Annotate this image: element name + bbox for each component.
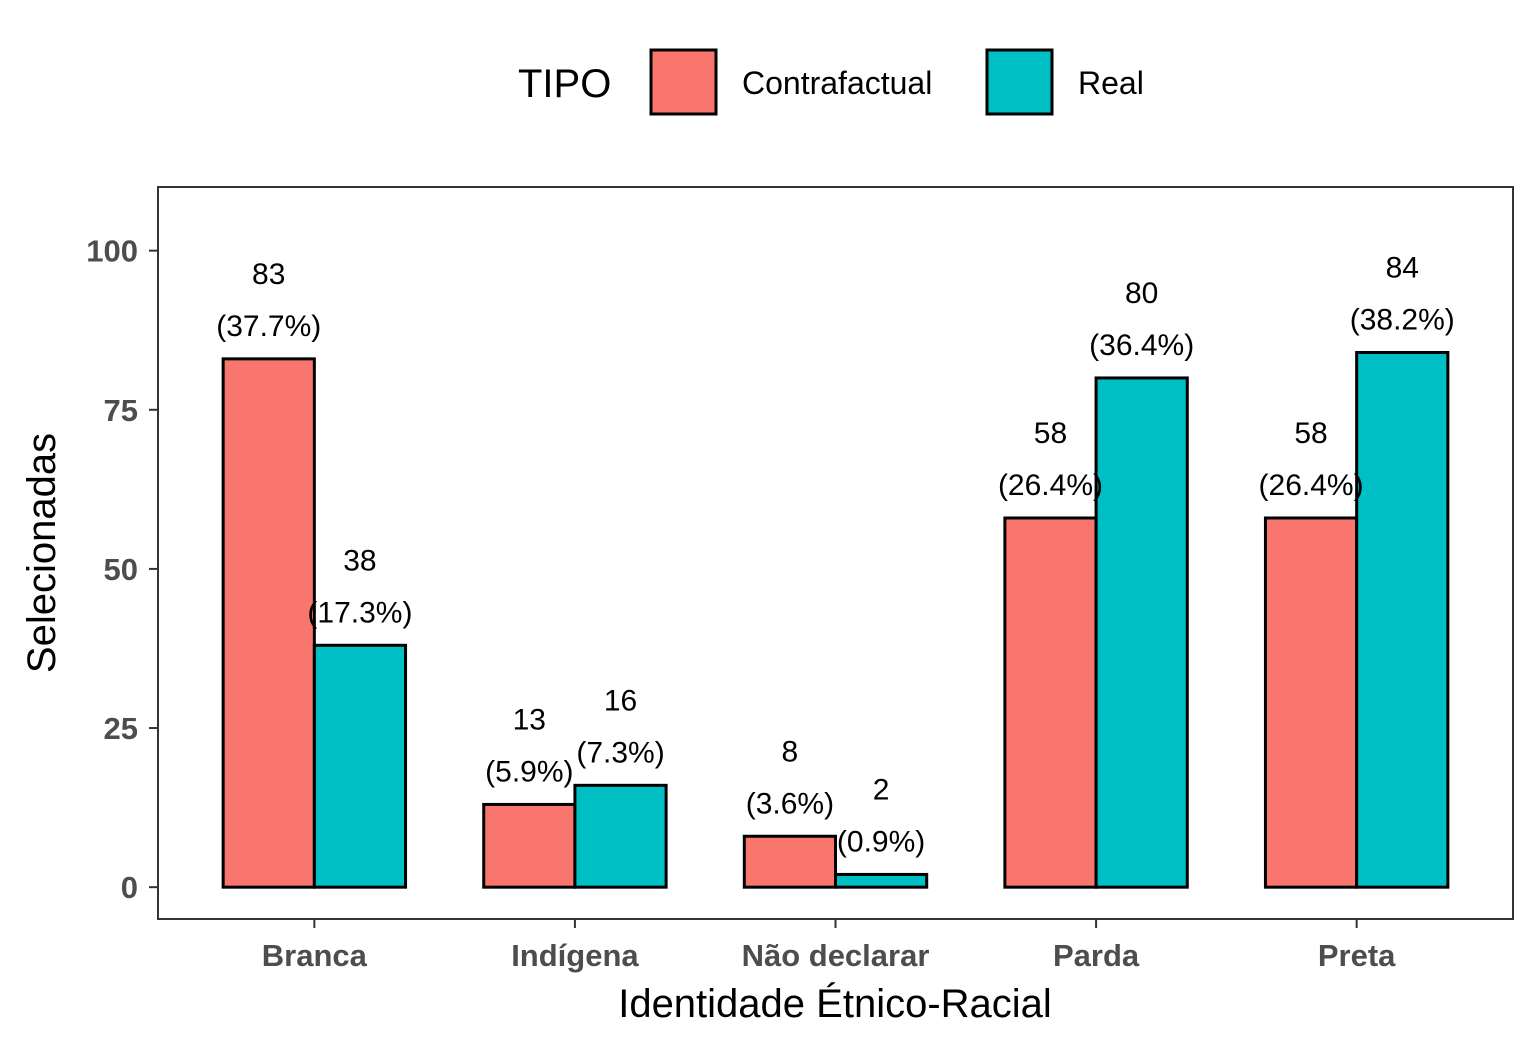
- x-tick-label: Parda: [1053, 938, 1140, 973]
- bar-real-2: [834, 872, 929, 889]
- legend-label-real: Real: [1078, 65, 1144, 101]
- data-labels: 83 (37.7%) 13 (5.9%) 8 (3.6%) 58 (26.4%) 58 (26.4…: [216, 251, 1455, 858]
- data-label-value: 58: [1034, 417, 1067, 450]
- y-tick-label: 100: [86, 234, 138, 269]
- y-axis: 0 25 50 75 100: [86, 234, 158, 905]
- x-tick-label: Preta: [1318, 938, 1396, 973]
- data-label-value: 84: [1386, 251, 1419, 284]
- x-axis-title: Identidade Étnico-Racial: [618, 981, 1052, 1026]
- y-tick-label: 25: [104, 711, 138, 746]
- legend-key-contrafactual: [649, 48, 718, 116]
- bar-contrafactual-1: [482, 802, 577, 889]
- data-label-percent: (7.3%): [576, 736, 664, 769]
- data-label-value: 58: [1294, 417, 1327, 450]
- data-label-value: 83: [252, 258, 285, 291]
- bar-real-1: [573, 783, 668, 889]
- y-tick-label: 0: [121, 870, 138, 905]
- data-label-percent: (5.9%): [485, 755, 573, 788]
- y-axis-title: Selecionadas: [20, 433, 64, 673]
- bar-real-4: [1355, 350, 1450, 889]
- legend-label-contrafactual: Contrafactual: [742, 65, 932, 101]
- data-label-value: 38: [343, 544, 376, 577]
- bar-contrafactual-2: [742, 834, 838, 889]
- x-tick-label: Não declarar: [742, 938, 930, 973]
- legend: TIPO Contrafactual Real: [518, 48, 1144, 116]
- data-label-value: 8: [782, 735, 799, 768]
- bar-contrafactual-4: [1263, 516, 1359, 889]
- data-label-percent: (0.9%): [837, 825, 925, 858]
- bar-contrafactual-0: [221, 357, 316, 889]
- x-tick-label: Indígena: [511, 938, 639, 973]
- data-label-value: 16: [604, 684, 637, 717]
- data-label-percent: (38.2%): [1350, 303, 1455, 336]
- data-label-value: 80: [1125, 277, 1158, 310]
- legend-title: TIPO: [518, 62, 611, 106]
- data-label-percent: (37.7%): [216, 310, 321, 343]
- bar-real-3: [1094, 376, 1189, 889]
- legend-key-real: [985, 48, 1054, 116]
- bar-contrafactual-3: [1003, 516, 1098, 889]
- data-label-percent: (26.4%): [998, 469, 1103, 502]
- bars: [221, 350, 1450, 889]
- y-tick-label: 50: [104, 552, 138, 587]
- data-label-percent: (26.4%): [1259, 469, 1364, 502]
- data-label-percent: (17.3%): [307, 596, 412, 629]
- data-label-percent: (3.6%): [746, 787, 834, 820]
- x-axis: Branca Indígena Não declarar Parda Preta: [262, 919, 1396, 973]
- data-label-value: 2: [873, 773, 890, 806]
- y-tick-label: 75: [104, 393, 138, 428]
- bar-real-0: [312, 643, 408, 889]
- x-tick-label: Branca: [262, 938, 368, 973]
- data-label-percent: (36.4%): [1089, 329, 1194, 362]
- data-label-value: 13: [513, 703, 546, 736]
